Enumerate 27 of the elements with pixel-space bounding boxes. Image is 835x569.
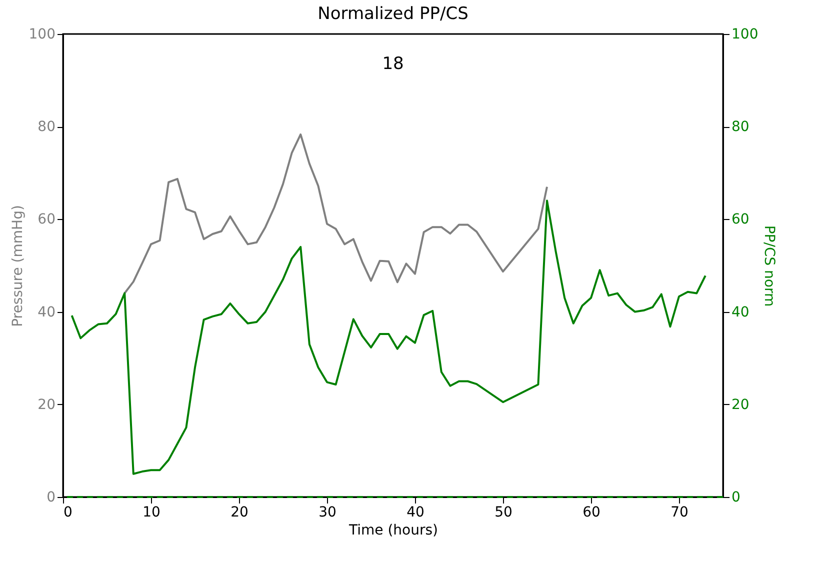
y2-tick-label: 20 [732,396,750,413]
y-tick-label: 20 [38,396,56,413]
line-series [124,133,548,294]
y-tick-label: 0 [46,490,56,506]
x-tick-label: 0 [64,504,72,520]
y-axis-title: Pressure (mmHg) [10,205,26,327]
y-tick-label: 60 [38,212,56,228]
y2-tick-label: 80 [732,119,750,136]
x-tick-label: 70 [670,504,688,520]
x-axis-title: Time (hours) [348,522,438,538]
x-tick-label: 10 [142,504,160,520]
y2-tick-label: 100 [732,26,758,42]
y2-tick-label: 0 [732,490,740,506]
x-tick-label: 40 [406,504,424,520]
y2-tick-label: 40 [732,304,750,320]
x-tick-label: 30 [318,504,336,520]
y-tick-label: 100 [28,26,56,42]
x-tick-label: 50 [494,504,512,520]
y-tick-label: 40 [38,304,56,320]
line-series [70,200,706,475]
y-tick-label: 80 [38,119,56,136]
x-tick-label: 60 [582,504,600,520]
y2-axis-title: PP/CS norm [761,225,778,307]
x-tick-label: 20 [230,504,248,520]
annotation: 18 [382,54,404,74]
y2-tick-label: 60 [732,212,750,228]
chart-title: Normalized PP/CS [318,4,468,24]
